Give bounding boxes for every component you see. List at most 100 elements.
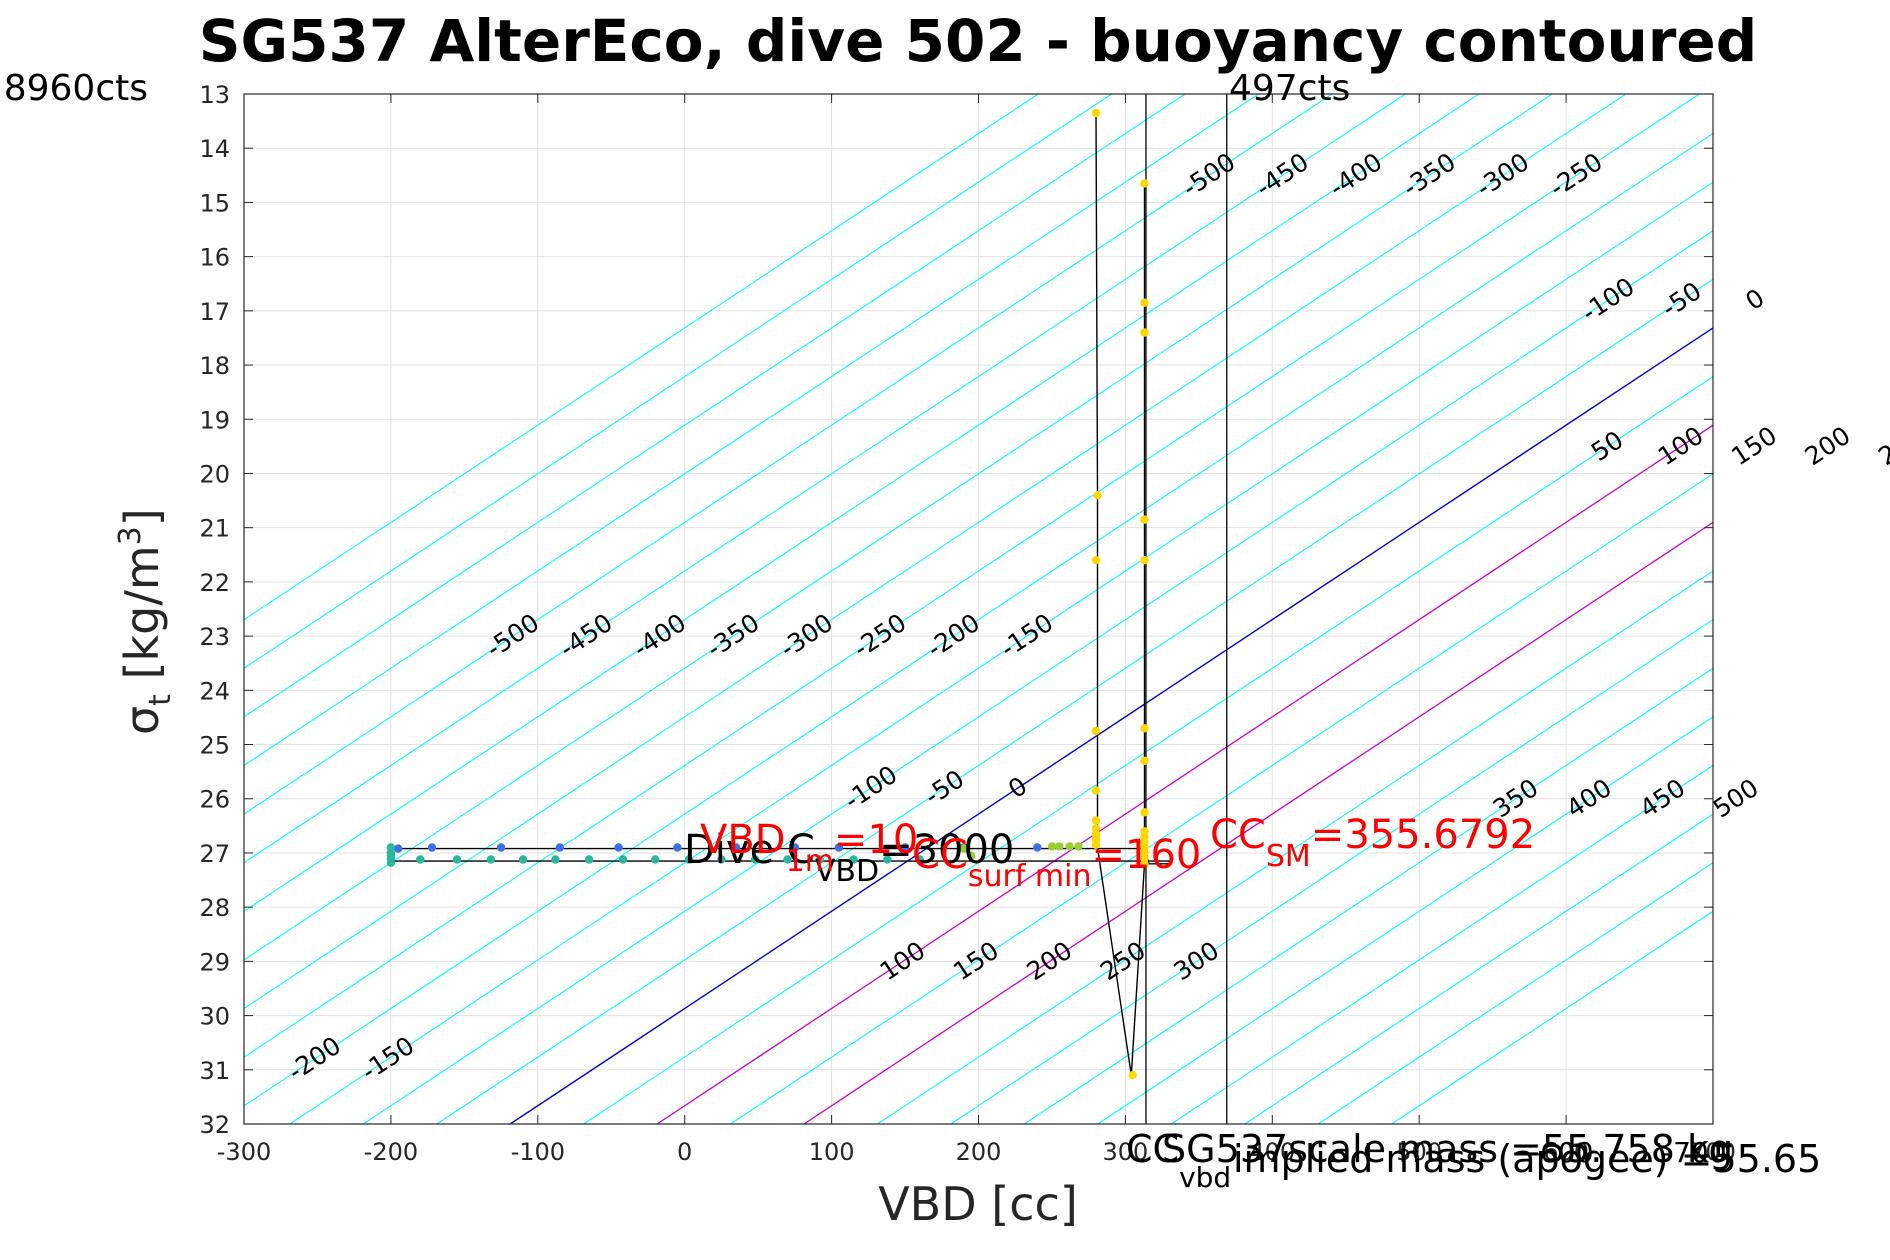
annotation-minus-600: -600	[1530, 1136, 1594, 1169]
contour-line	[244, 94, 1700, 1058]
data-point	[427, 843, 437, 852]
data-point	[673, 843, 682, 852]
x-tick-label: 700	[1690, 1138, 1736, 1166]
x-tick-label: 500	[1396, 1138, 1442, 1166]
data-point	[1033, 843, 1042, 852]
annotation-vbd-1m-sub: 1m	[786, 844, 834, 879]
data-point	[1091, 786, 1101, 795]
data-point	[959, 844, 968, 853]
chart-title: SG537 AlterEco, dive 502 - buoyancy cont…	[199, 7, 1758, 75]
contour-line	[1391, 910, 1713, 1124]
data-point	[1091, 816, 1101, 825]
data-point	[915, 855, 924, 864]
data-point	[1091, 108, 1101, 118]
data-point	[1140, 756, 1149, 765]
x-tick-label: 100	[809, 1138, 855, 1166]
annotation-cc-sm-main: CC	[1210, 812, 1266, 858]
data-point	[751, 855, 760, 864]
annotation-vbd-1m-value: =10	[834, 817, 918, 863]
data-point	[717, 855, 726, 864]
annotation-scale-mass: SG537scale mass =55.758 kg	[1162, 1127, 1733, 1171]
y-tick-label: 25	[199, 732, 230, 760]
y-tick-label: 23	[199, 623, 230, 651]
x-tick-label: -100	[511, 1138, 565, 1166]
data-point	[452, 855, 462, 864]
data-point	[815, 855, 824, 864]
annotation-minus-700: -700	[1663, 1136, 1727, 1169]
y-axis-label-sup: 3	[113, 526, 148, 545]
x-tick-label: 0	[677, 1138, 692, 1166]
data-point	[585, 855, 594, 864]
annotation-cc-sm-sub: SM	[1266, 839, 1311, 874]
data-point	[394, 844, 403, 853]
contour-line	[436, 278, 1713, 1124]
data-point	[790, 843, 800, 852]
annotation-cc-surf-min-sub: surf min	[968, 859, 1092, 894]
annotation-cc-surf-min-main: CC	[912, 832, 968, 878]
data-point	[386, 858, 396, 867]
annotation-cc-vbd-sub: vbd	[1179, 1161, 1231, 1194]
y-axis-label-base: σ	[115, 706, 169, 735]
y-tick-label: 18	[199, 352, 230, 380]
y-tick-label: 14	[199, 135, 230, 163]
data-point	[1091, 726, 1101, 736]
contour-line	[877, 570, 1713, 1124]
data-point	[684, 855, 694, 864]
annotation-dive-cvbd-sub: VBD	[815, 854, 879, 889]
data-point	[1140, 808, 1149, 817]
contour-line	[803, 521, 1713, 1124]
y-axis-label: σt [kg/m3]	[113, 508, 178, 735]
contour-line	[244, 94, 1333, 815]
annotation-cc-vbd-main: CC	[1126, 1127, 1179, 1171]
data-point	[883, 855, 892, 864]
x-tick-label: -300	[217, 1138, 271, 1166]
data-point	[1140, 859, 1149, 868]
data-point	[1091, 556, 1101, 565]
data-point	[551, 855, 560, 864]
y-tick-label: 20	[199, 460, 230, 488]
data-point	[1140, 179, 1149, 188]
data-point	[900, 843, 910, 852]
x-axis-label: VBD [cc]	[878, 1177, 1078, 1231]
contour-line	[244, 94, 1186, 718]
contour-label: 500	[1708, 773, 1764, 824]
contour-line	[1317, 862, 1713, 1124]
data-point	[1140, 515, 1149, 524]
contour-line	[244, 94, 1039, 621]
annotation-vbd-1m: VBD1m=10	[700, 817, 918, 879]
data-point	[486, 855, 495, 864]
annotation-cc-vbd: CCvbd	[1126, 1127, 1231, 1194]
contour-line	[1170, 764, 1713, 1124]
data-point	[1091, 840, 1101, 849]
svg-text:σt [kg/m3]: σt [kg/m3]	[113, 508, 178, 735]
x-tick-label: -200	[364, 1138, 418, 1166]
contour-line	[1024, 667, 1713, 1124]
contour-label: 150	[1726, 421, 1782, 472]
y-tick-label: 19	[199, 406, 230, 434]
data-point	[1128, 1071, 1137, 1080]
data-point	[496, 843, 506, 852]
y-tick-label: 29	[199, 948, 230, 976]
annotation-cc-surf-min-value: =160	[1092, 832, 1202, 878]
y-axis-label-sub: t	[143, 694, 178, 706]
x-tick-label: 200	[956, 1138, 1002, 1166]
data-point	[416, 855, 425, 864]
contour-line	[509, 327, 1713, 1124]
contour-line	[362, 230, 1713, 1124]
data-point	[651, 855, 660, 864]
y-tick-label: 28	[199, 894, 230, 922]
contour-line	[656, 424, 1713, 1124]
y-tick-label: 17	[199, 298, 230, 326]
data-point	[731, 843, 741, 852]
axis-ticks: -300 -200 -100 0 100 200 300 400 500 600 700 13 14 15…	[199, 81, 1735, 1166]
contour-label: 200	[1800, 421, 1856, 472]
contour-line	[1097, 716, 1713, 1124]
y-tick-label: 26	[199, 786, 230, 814]
data-point	[849, 855, 858, 864]
annotation-vbd-1m-main: VBD	[700, 817, 786, 863]
x-tick-label: 300	[1102, 1138, 1148, 1166]
annotation-cc-surf-min: CCsurf min=160	[912, 832, 1201, 894]
contour-line	[244, 94, 1553, 961]
annotation-dive-cvbd-value: =3000	[879, 827, 1014, 873]
data-point	[555, 843, 564, 852]
